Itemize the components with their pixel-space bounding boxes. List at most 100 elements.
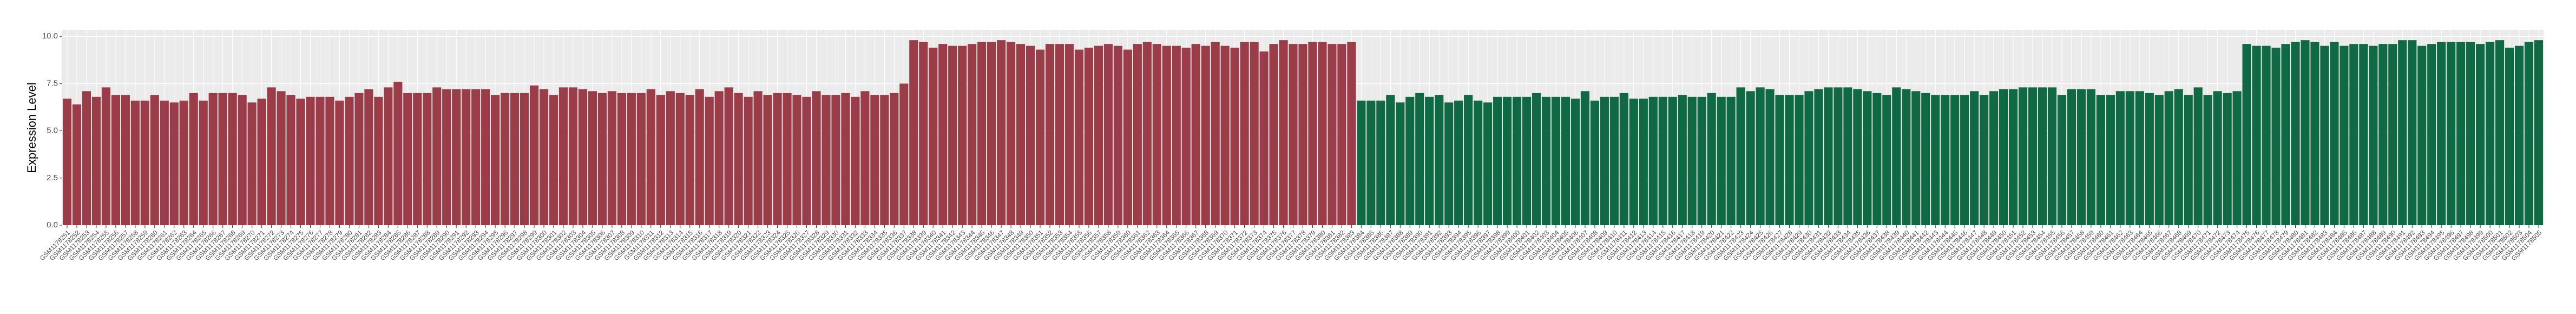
bar <box>189 93 198 225</box>
bar <box>1181 48 1191 226</box>
bar <box>929 48 938 226</box>
bar <box>2096 95 2105 225</box>
bar <box>1269 44 1278 225</box>
bar <box>1697 96 1706 225</box>
bar <box>1941 95 1950 225</box>
bar <box>316 96 325 225</box>
bar <box>1629 99 1638 225</box>
bar <box>2018 87 2028 225</box>
bar <box>296 99 305 225</box>
bar <box>1512 96 1522 225</box>
bar <box>1950 95 1960 225</box>
bar <box>2008 89 2018 225</box>
bar <box>636 93 646 225</box>
bar <box>2145 93 2154 225</box>
bar <box>617 93 626 225</box>
bar <box>1172 45 1181 226</box>
bar <box>2417 45 2427 226</box>
bar <box>510 93 520 225</box>
bar <box>1541 96 1551 225</box>
bar <box>1999 89 2008 225</box>
bar <box>997 40 1006 225</box>
bar <box>744 96 753 225</box>
bar <box>2281 44 2290 225</box>
bar <box>325 96 334 225</box>
bar <box>481 89 490 225</box>
bar <box>783 93 792 225</box>
bar <box>306 96 315 225</box>
bar <box>1853 89 1862 225</box>
bar <box>354 93 364 225</box>
bar <box>2514 45 2524 226</box>
bar <box>822 95 831 225</box>
bar <box>1892 87 1901 225</box>
bar <box>909 40 918 225</box>
bar <box>101 87 111 225</box>
bar <box>2320 45 2329 226</box>
bar <box>607 91 616 225</box>
bar <box>675 93 685 225</box>
bar <box>851 96 860 225</box>
bar <box>2427 44 2436 225</box>
bar <box>374 96 383 225</box>
bar <box>1055 44 1064 225</box>
bar <box>2193 87 2203 225</box>
bar <box>403 93 412 225</box>
bar <box>578 89 588 225</box>
bar <box>1123 49 1132 225</box>
bar <box>1298 44 1307 225</box>
bar <box>247 102 257 225</box>
bar <box>1911 91 1921 225</box>
bar <box>792 95 801 225</box>
bar <box>1561 96 1570 225</box>
bar <box>1609 96 1619 225</box>
bar <box>1094 45 1103 226</box>
y-tick-label: 7.5 <box>47 78 58 88</box>
bar <box>1765 89 1775 225</box>
bar <box>62 99 72 225</box>
bar <box>880 95 889 225</box>
bar <box>345 96 354 225</box>
bar <box>968 44 977 225</box>
bar <box>1142 42 1152 225</box>
bar <box>442 89 451 225</box>
bar <box>685 95 694 225</box>
bar <box>1931 95 1940 225</box>
bar <box>977 42 987 225</box>
bar <box>1532 93 1541 225</box>
bar <box>1570 99 1580 225</box>
y-tick-label: 5.0 <box>47 126 58 135</box>
bar <box>938 44 948 225</box>
bar <box>597 93 607 225</box>
bar <box>2330 42 2339 225</box>
bar <box>1230 48 1239 226</box>
bar <box>130 100 140 225</box>
bar <box>218 93 227 225</box>
bar <box>1522 96 1532 225</box>
bar <box>2223 93 2232 225</box>
bar <box>2378 44 2388 225</box>
bar <box>1804 91 1813 225</box>
bar <box>1687 96 1697 225</box>
bar <box>257 99 266 225</box>
bar <box>714 91 724 225</box>
bar <box>1201 45 1210 226</box>
bar <box>1328 44 1337 225</box>
bar <box>1435 95 1444 225</box>
bar <box>1240 42 1249 225</box>
bar <box>1970 91 1979 225</box>
bar <box>1444 102 1454 225</box>
bar <box>1502 96 1512 225</box>
bar <box>2486 42 2495 225</box>
bar <box>860 91 870 225</box>
bar <box>1152 44 1161 225</box>
bar <box>82 91 91 225</box>
bar <box>2310 42 2319 225</box>
bar <box>1882 95 1891 225</box>
bar <box>695 89 704 225</box>
y-tick-label: 10.0 <box>42 31 58 41</box>
bar <box>870 95 879 225</box>
bar <box>1464 95 1473 225</box>
bar <box>335 100 344 225</box>
